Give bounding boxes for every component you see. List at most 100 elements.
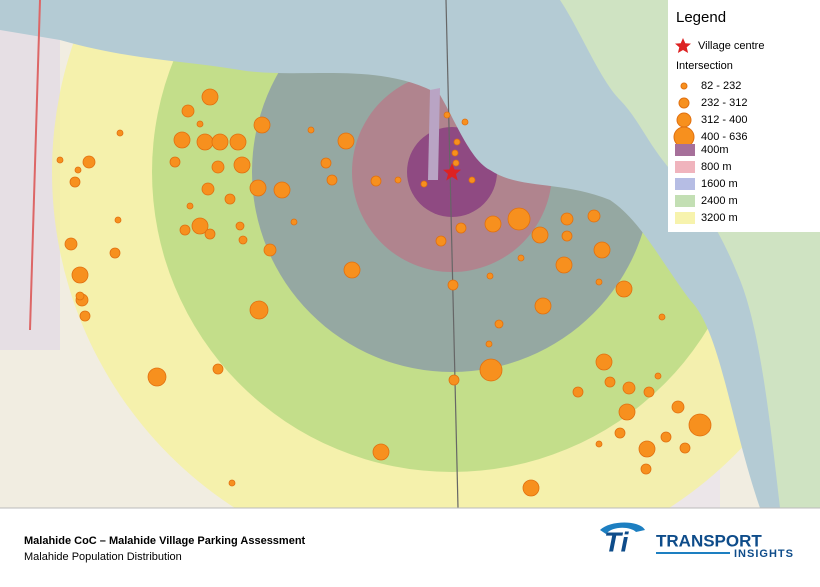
intersection-dot: [201, 88, 219, 106]
intersection-dot: [531, 226, 549, 244]
intersection-dot: [273, 181, 291, 199]
legend-label: 800 m: [701, 161, 732, 173]
intersection-dot: [307, 126, 315, 134]
intersection-dot: [196, 120, 204, 128]
intersection-dot: [452, 159, 460, 167]
intersection-dot: [494, 319, 504, 329]
legend-symbol: [678, 97, 690, 109]
intersection-dot: [253, 116, 271, 134]
legend-label: 2400 m: [701, 195, 738, 207]
intersection-dot: [169, 156, 181, 168]
intersection-dot: [560, 212, 574, 226]
legend-label: Village centre: [698, 40, 764, 52]
intersection-dot: [228, 479, 236, 487]
legend: Legend Village centre Intersection 82 - …: [668, 0, 820, 232]
intersection-dot: [507, 207, 531, 231]
intersection-dot: [320, 157, 332, 169]
legend-symbol: [675, 195, 695, 207]
intersection-dot: [614, 427, 626, 439]
intersection-dot: [534, 297, 552, 315]
intersection-dot: [211, 160, 225, 174]
legend-label: 1600 m: [701, 178, 738, 190]
intersection-dot: [468, 176, 476, 184]
intersection-dot: [191, 217, 209, 235]
intersection-dot: [595, 278, 603, 286]
intersection-dot: [451, 149, 459, 157]
intersection-dot: [179, 224, 191, 236]
legend-label: 232 - 312: [701, 97, 747, 109]
intersection-dot: [71, 266, 89, 284]
intersection-dot: [196, 133, 214, 151]
intersection-dot: [640, 463, 652, 475]
intersection-dot: [572, 386, 584, 398]
legend-symbol: [675, 212, 695, 224]
intersection-dot: [593, 241, 611, 259]
logo-name: TRANSPORT: [656, 531, 762, 550]
intersections: [56, 88, 712, 497]
intersection-dot: [290, 218, 298, 226]
intersection-dot: [173, 131, 191, 149]
intersection-dot: [75, 291, 85, 301]
intersection-dot: [615, 280, 633, 298]
intersection-dot: [660, 431, 672, 443]
intersection-dot: [461, 118, 469, 126]
intersection-dot: [224, 193, 236, 205]
logo: Ti TRANSPORT INSIGHTS: [600, 522, 794, 560]
legend-subtitle: Intersection: [676, 60, 733, 72]
intersection-dot: [643, 386, 655, 398]
map: [0, 0, 820, 508]
legend-symbol: [675, 144, 695, 156]
legend-symbol: [675, 161, 695, 173]
intersection-dot: [595, 440, 603, 448]
intersection-dot: [479, 358, 503, 382]
logo-tagline: INSIGHTS: [734, 548, 794, 560]
intersection-dot: [448, 374, 460, 386]
intersection-dot: [372, 443, 390, 461]
intersection-dot: [484, 215, 502, 233]
intersection-dot: [394, 176, 402, 184]
intersection-dot: [249, 179, 267, 197]
legend-symbol: [680, 82, 688, 90]
intersection-dot: [658, 313, 666, 321]
intersection-dot: [671, 400, 685, 414]
intersection-dot: [186, 202, 194, 210]
intersection-dot: [654, 372, 662, 380]
intersection-dot: [116, 129, 124, 137]
intersection-dot: [447, 279, 459, 291]
intersection-dot: [263, 243, 277, 257]
intersection-dot: [561, 230, 573, 242]
intersection-dot: [587, 209, 601, 223]
intersection-dot: [212, 363, 224, 375]
intersection-dot: [622, 381, 636, 395]
intersection-dot: [420, 180, 428, 188]
intersection-dot: [233, 156, 251, 174]
intersection-dot: [181, 104, 195, 118]
intersection-dot: [604, 376, 616, 388]
intersection-dot: [238, 235, 248, 245]
intersection-dot: [79, 310, 91, 322]
intersection-dot: [229, 133, 247, 151]
intersection-dot: [235, 221, 245, 231]
intersection-dot: [486, 272, 494, 280]
intersection-dot: [679, 442, 691, 454]
intersection-dot: [522, 479, 540, 497]
intersection-dot: [595, 353, 613, 371]
legend-symbol: [675, 178, 695, 190]
intersection-dot: [64, 237, 78, 251]
legend-label: 82 - 232: [701, 80, 741, 92]
intersection-dot: [688, 413, 712, 437]
intersection-dot: [201, 182, 215, 196]
intersection-dot: [638, 440, 656, 458]
footer-title: Malahide CoC – Malahide Village Parking …: [24, 535, 306, 547]
legend-title: Legend: [676, 9, 726, 26]
legend-label: 400 - 636: [701, 131, 747, 143]
legend-label: 3200 m: [701, 212, 738, 224]
intersection-dot: [56, 156, 64, 164]
intersection-dot: [485, 340, 493, 348]
legend-label: 400m: [701, 144, 729, 156]
village-centre-star: [443, 163, 461, 181]
intersection-dot: [435, 235, 447, 247]
intersection-dot: [204, 228, 216, 240]
legend-label: 312 - 400: [701, 114, 747, 126]
